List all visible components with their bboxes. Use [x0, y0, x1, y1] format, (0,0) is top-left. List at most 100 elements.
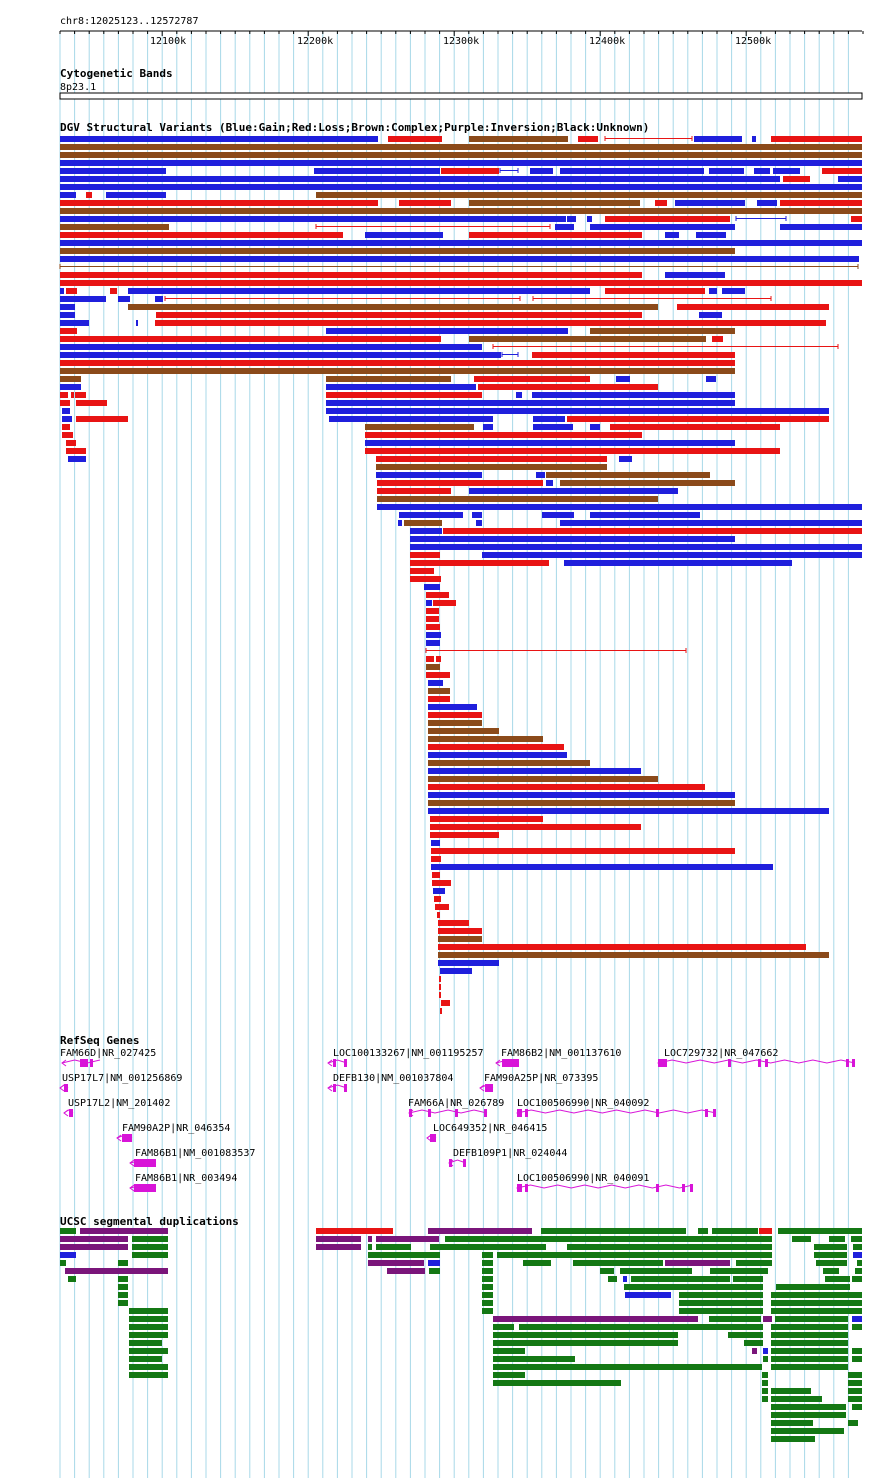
segdup-bar[interactable] — [129, 1348, 168, 1354]
dgv-variant-bar[interactable] — [546, 472, 710, 478]
dgv-variant-bar[interactable] — [86, 192, 92, 198]
dgv-variant-bar[interactable] — [426, 624, 440, 630]
dgv-variant-bar[interactable] — [60, 216, 566, 222]
dgv-variant-bar[interactable] — [66, 288, 77, 294]
dgv-variant-bar[interactable] — [590, 424, 600, 430]
segdup-bar[interactable] — [368, 1260, 424, 1266]
segdup-bar[interactable] — [497, 1252, 772, 1258]
dgv-variant-bar[interactable] — [443, 528, 862, 534]
segdup-bar[interactable] — [771, 1348, 848, 1354]
dgv-variant-bar[interactable] — [536, 472, 545, 478]
segdup-bar[interactable] — [762, 1396, 768, 1402]
dgv-variant-bar[interactable] — [441, 1000, 450, 1006]
segdup-bar[interactable] — [763, 1356, 768, 1362]
segdup-bar[interactable] — [762, 1372, 768, 1378]
segdup-bar[interactable] — [493, 1332, 678, 1338]
dgv-variant-bar[interactable] — [365, 232, 443, 238]
dgv-variant-bar[interactable] — [469, 136, 568, 142]
dgv-variant-bar[interactable] — [365, 432, 642, 438]
segdup-bar[interactable] — [567, 1244, 772, 1250]
segdup-bar[interactable] — [541, 1228, 686, 1234]
dgv-variant-bar[interactable] — [434, 896, 441, 902]
refseq-gene[interactable]: FAM86B2|NM_001137610 — [495, 1048, 621, 1067]
dgv-variant-bar[interactable] — [665, 232, 679, 238]
dgv-variant-bar[interactable] — [326, 384, 476, 390]
dgv-variant-bar[interactable] — [587, 216, 592, 222]
segdup-bar[interactable] — [852, 1348, 862, 1354]
segdup-bar[interactable] — [665, 1260, 730, 1266]
dgv-variant-bar[interactable] — [60, 136, 378, 142]
segdup-bar[interactable] — [679, 1292, 763, 1298]
dgv-variant-bar[interactable] — [410, 568, 434, 574]
segdup-bar[interactable] — [316, 1244, 361, 1250]
segdup-bar[interactable] — [744, 1340, 763, 1346]
dgv-variant-bar[interactable] — [709, 288, 717, 294]
dgv-variant-bar[interactable] — [60, 392, 68, 398]
dgv-variant-bar[interactable] — [428, 784, 705, 790]
refseq-gene[interactable]: LOC649352|NR_046415 — [426, 1123, 547, 1142]
segdup-bar[interactable] — [771, 1356, 848, 1362]
refseq-gene[interactable]: FAM90A2P|NR_046354 — [116, 1123, 230, 1142]
dgv-variant-bar[interactable] — [428, 776, 658, 782]
segdup-bar[interactable] — [825, 1276, 850, 1282]
segdup-bar[interactable] — [771, 1428, 844, 1434]
dgv-variant-bar[interactable] — [60, 352, 501, 358]
dgv-variant-bar[interactable] — [431, 856, 441, 862]
dgv-variant-bar[interactable] — [712, 336, 723, 342]
dgv-variant-bar[interactable] — [516, 392, 522, 398]
segdup-bar[interactable] — [387, 1268, 425, 1274]
segdup-bar[interactable] — [428, 1260, 440, 1266]
dgv-variant-bar[interactable] — [482, 552, 862, 558]
dgv-variant-bar[interactable] — [60, 256, 859, 262]
dgv-variant-bar[interactable] — [60, 368, 735, 374]
refseq-gene[interactable]: DEFB109P1|NR_024044 — [448, 1148, 567, 1167]
segdup-bar[interactable] — [118, 1260, 128, 1266]
dgv-variant-bar[interactable] — [424, 584, 440, 590]
dgv-variant-bar[interactable] — [722, 288, 745, 294]
segdup-bar[interactable] — [848, 1372, 862, 1378]
segdup-bar[interactable] — [523, 1260, 551, 1266]
dgv-variant-bar[interactable] — [377, 496, 658, 502]
dgv-variant-bar[interactable] — [438, 960, 499, 966]
segdup-bar[interactable] — [129, 1340, 162, 1346]
dgv-variant-bar[interactable] — [60, 344, 482, 350]
dgv-variant-bar[interactable] — [469, 200, 640, 206]
segdup-bar[interactable] — [771, 1412, 846, 1418]
dgv-variant-bar[interactable] — [564, 560, 792, 566]
dgv-variant-bar[interactable] — [60, 232, 343, 238]
segdup-bar[interactable] — [762, 1388, 768, 1394]
dgv-variant-bar[interactable] — [431, 848, 735, 854]
dgv-variant-bar[interactable] — [590, 328, 735, 334]
dgv-variant-bar[interactable] — [66, 440, 76, 446]
segdup-bar[interactable] — [376, 1244, 411, 1250]
dgv-variant-bar[interactable] — [60, 328, 77, 334]
dgv-variant-bar[interactable] — [62, 408, 70, 414]
dgv-variant-bar[interactable] — [440, 968, 472, 974]
segdup-bar[interactable] — [60, 1228, 76, 1234]
segdup-bar[interactable] — [316, 1236, 361, 1242]
dgv-variant-bar[interactable] — [430, 824, 641, 830]
dgv-variant-bar[interactable] — [60, 192, 76, 198]
dgv-variant-bar[interactable] — [560, 168, 704, 174]
dgv-variant-bar[interactable] — [60, 208, 862, 214]
dgv-variant-bar[interactable] — [76, 416, 128, 422]
dgv-variant-bar[interactable] — [428, 800, 735, 806]
segdup-bar[interactable] — [852, 1356, 862, 1362]
segdup-bar[interactable] — [493, 1340, 678, 1346]
dgv-variant-bar[interactable] — [435, 904, 449, 910]
segdup-bar[interactable] — [823, 1268, 839, 1274]
segdup-bar[interactable] — [445, 1236, 772, 1242]
dgv-variant-bar[interactable] — [426, 600, 432, 606]
dgv-variant-bar[interactable] — [432, 880, 451, 886]
dgv-variant-bar[interactable] — [62, 416, 72, 422]
dgv-variant-bar[interactable] — [68, 456, 86, 462]
dgv-variant-bar[interactable] — [410, 528, 442, 534]
dgv-variant-bar[interactable] — [60, 272, 642, 278]
segdup-bar[interactable] — [118, 1300, 128, 1306]
dgv-variant-bar[interactable] — [709, 168, 744, 174]
dgv-variant-bar[interactable] — [822, 168, 862, 174]
segdup-bar[interactable] — [852, 1404, 862, 1410]
dgv-variant-bar[interactable] — [110, 288, 117, 294]
dgv-variant-bar[interactable] — [438, 928, 482, 934]
segdup-bar[interactable] — [132, 1244, 168, 1250]
